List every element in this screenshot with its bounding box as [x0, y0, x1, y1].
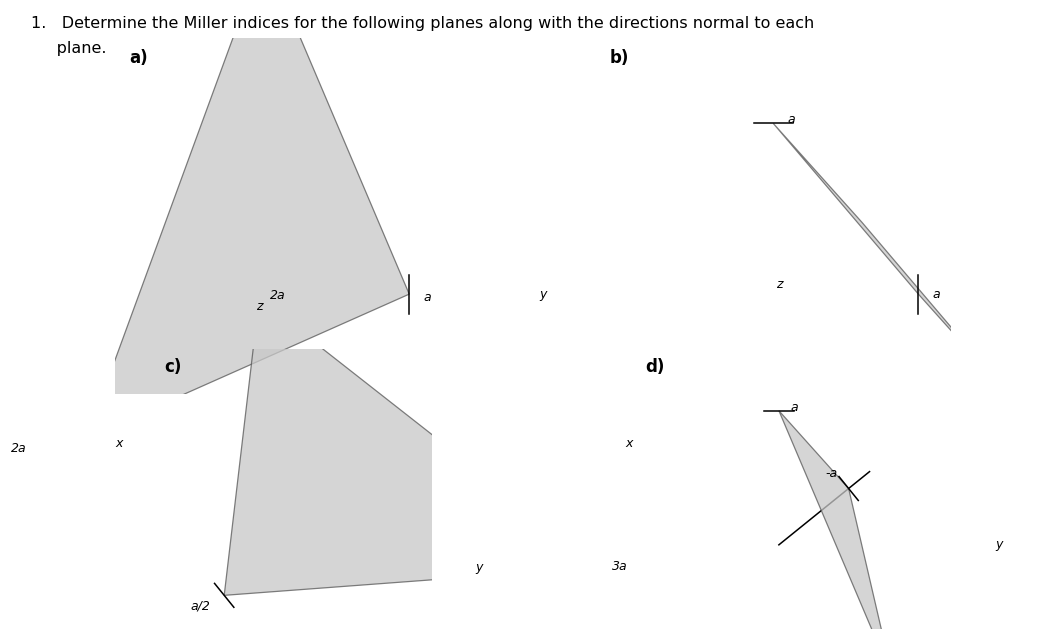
- Text: y: y: [995, 538, 1002, 551]
- Text: z: z: [775, 277, 782, 291]
- Text: c): c): [164, 358, 182, 376]
- Text: a: a: [790, 401, 797, 414]
- Polygon shape: [773, 123, 1007, 393]
- Text: a: a: [423, 291, 432, 304]
- Text: b): b): [609, 49, 629, 67]
- Text: 1.   Determine the Miller indices for the following planes along with the direct: 1. Determine the Miller indices for the …: [31, 16, 815, 31]
- Text: x: x: [116, 438, 123, 450]
- Text: 3a: 3a: [612, 560, 628, 573]
- Text: z: z: [256, 300, 262, 313]
- Text: a/2: a/2: [190, 599, 210, 612]
- Text: 2a: 2a: [271, 289, 286, 302]
- Text: y: y: [539, 288, 547, 300]
- Polygon shape: [779, 411, 892, 635]
- Text: -a: -a: [826, 467, 837, 480]
- Text: x: x: [625, 438, 632, 450]
- Text: d): d): [645, 358, 665, 376]
- Text: a): a): [129, 49, 147, 67]
- Polygon shape: [87, 0, 410, 438]
- Text: a: a: [788, 114, 795, 126]
- Polygon shape: [225, 299, 601, 596]
- Text: y: y: [475, 561, 483, 573]
- Text: 2a: 2a: [10, 442, 26, 455]
- Text: a: a: [932, 288, 940, 301]
- Text: plane.: plane.: [31, 41, 107, 57]
